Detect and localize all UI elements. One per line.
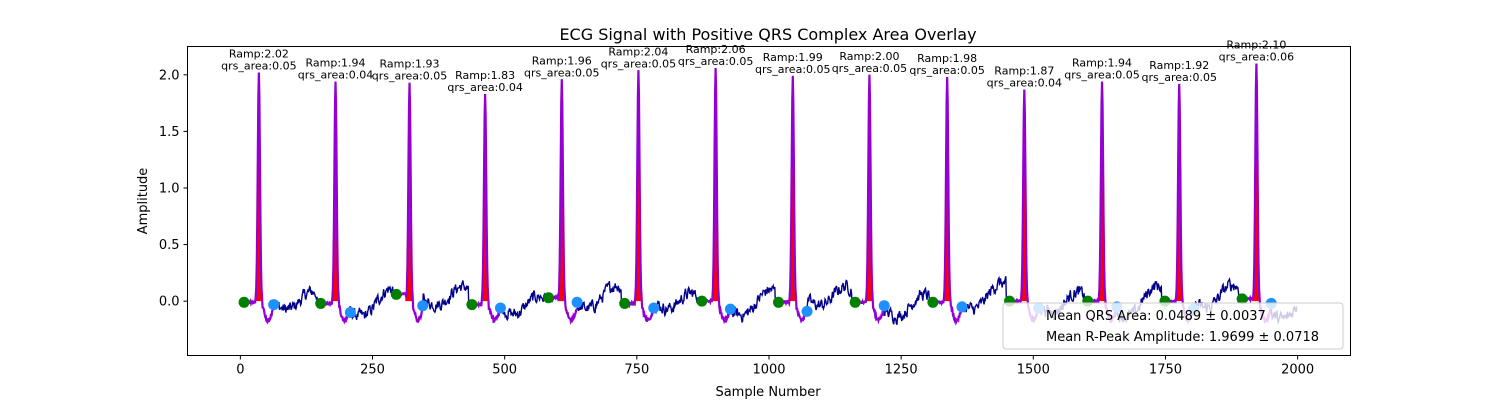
x-tick-label: 1250 <box>885 363 918 378</box>
r-peak-amplitude-label: Ramp:2.10 <box>1226 38 1286 51</box>
r-peak-amplitude-label: Ramp:1.99 <box>763 51 823 64</box>
qrs-area-label: qrs_area:0.05 <box>678 55 753 68</box>
y-tick-label: 2.0 <box>159 68 180 83</box>
legend-entry-qrs-area: Mean QRS Area: 0.0489 ± 0.0037 <box>1046 309 1266 324</box>
x-tick-label: 2000 <box>1281 363 1314 378</box>
s-point-marker <box>648 302 660 314</box>
qrs-area-label: qrs_area:0.05 <box>372 70 447 83</box>
qrs-area-fill <box>942 77 952 302</box>
y-axis-label: Amplitude <box>136 168 151 235</box>
qrs-area-fill <box>634 70 643 302</box>
qrs-area-label: qrs_area:0.05 <box>221 60 296 73</box>
s-point-marker <box>878 300 890 312</box>
qrs-area-fill <box>1020 89 1029 302</box>
q-point-marker <box>619 297 631 309</box>
qrs-area-label: qrs_area:0.05 <box>755 63 830 76</box>
legend-box <box>1002 302 1344 350</box>
r-peak-amplitude-label: Ramp:1.96 <box>532 54 592 67</box>
q-point-marker <box>696 295 708 307</box>
qrs-area-fill <box>480 94 490 302</box>
qrs-area-fill <box>405 82 414 302</box>
qrs-area-label: qrs_area:0.05 <box>1141 71 1216 84</box>
x-tick-label: 1750 <box>1149 363 1182 378</box>
s-point-marker <box>268 299 280 311</box>
q-point-marker <box>466 299 478 311</box>
q-point-marker <box>927 296 939 308</box>
s-point-marker <box>494 302 506 314</box>
qrs-area-fill <box>788 75 798 302</box>
qrs-area-fill <box>1097 81 1107 302</box>
qrs-area-label: qrs_area:0.04 <box>987 77 1062 90</box>
y-tick-label: 1.0 <box>159 181 180 196</box>
s-point-marker <box>724 303 736 315</box>
x-tick-label: 0 <box>236 363 244 378</box>
qrs-area-label: qrs_area:0.05 <box>832 62 907 75</box>
q-point-marker <box>773 296 785 308</box>
q-point-marker <box>1236 293 1248 305</box>
qrs-area-label: qrs_area:0.05 <box>601 57 676 70</box>
legend-entry-r-peak: Mean R-Peak Amplitude: 1.9699 ± 0.0718 <box>1046 330 1319 345</box>
qrs-area-fill <box>711 68 720 302</box>
q-point-marker <box>390 288 402 300</box>
r-peak-amplitude-label: Ramp:2.04 <box>608 45 668 58</box>
x-axis-label: Sample Number <box>715 385 821 400</box>
y-tick-label: 0.5 <box>159 238 180 253</box>
s-point-marker <box>571 296 583 308</box>
s-point-marker <box>956 301 968 313</box>
r-peak-amplitude-label: Ramp:1.92 <box>1149 59 1209 72</box>
qrs-area-fill <box>1252 63 1261 302</box>
r-peak-amplitude-label: Ramp:1.94 <box>305 57 365 70</box>
y-axis-ticks: 0.0 0.5 1.0 1.5 2.0 <box>159 68 188 310</box>
r-peak-amplitude-label: Ramp:2.02 <box>229 48 289 61</box>
r-peak-amplitude-label: Ramp:2.00 <box>839 50 899 63</box>
qrs-area-label: qrs_area:0.04 <box>298 69 373 82</box>
x-axis-ticks: 0 250 500 750 1000 1250 1500 1750 2000 <box>236 355 1314 378</box>
x-tick-label: 250 <box>360 363 385 378</box>
qrs-area-fill <box>1174 83 1184 302</box>
legend: Mean QRS Area: 0.0489 ± 0.0037 Mean R-Pe… <box>1002 302 1344 350</box>
qrs-area-label: qrs_area:0.05 <box>524 66 599 79</box>
x-tick-label: 1500 <box>1017 363 1050 378</box>
s-point-marker <box>801 305 813 317</box>
y-tick-label: 0.0 <box>159 295 180 310</box>
q-point-marker <box>849 296 861 308</box>
qrs-area-fill <box>557 79 566 302</box>
q-point-marker <box>238 296 250 308</box>
s-point-marker <box>344 306 356 318</box>
qrs-area-fill <box>254 72 264 302</box>
r-peak-amplitude-label: Ramp:1.98 <box>917 52 977 65</box>
y-tick-label: 1.5 <box>159 125 180 140</box>
r-peak-amplitude-label: Ramp:1.93 <box>380 58 440 71</box>
q-point-marker <box>315 297 327 309</box>
x-tick-label: 500 <box>492 363 517 378</box>
qrs-area-fill <box>331 81 340 302</box>
qrs-area-fill <box>865 74 874 302</box>
qrs-area-label: qrs_area:0.04 <box>447 81 522 94</box>
qrs-area-label: qrs_area:0.05 <box>909 64 984 77</box>
qrs-area-label: qrs_area:0.06 <box>1219 50 1294 63</box>
s-point-marker <box>417 300 429 312</box>
r-peak-amplitude-label: Ramp:1.83 <box>455 69 515 82</box>
x-tick-label: 750 <box>624 363 649 378</box>
q-point-marker <box>543 292 555 304</box>
r-peak-amplitude-label: Ramp:1.94 <box>1072 57 1132 70</box>
x-tick-label: 1000 <box>752 363 785 378</box>
qrs-area-label: qrs_area:0.05 <box>1064 69 1139 82</box>
r-peak-amplitude-label: Ramp:1.87 <box>994 65 1054 78</box>
chart-title: ECG Signal with Positive QRS Complex Are… <box>559 25 976 44</box>
